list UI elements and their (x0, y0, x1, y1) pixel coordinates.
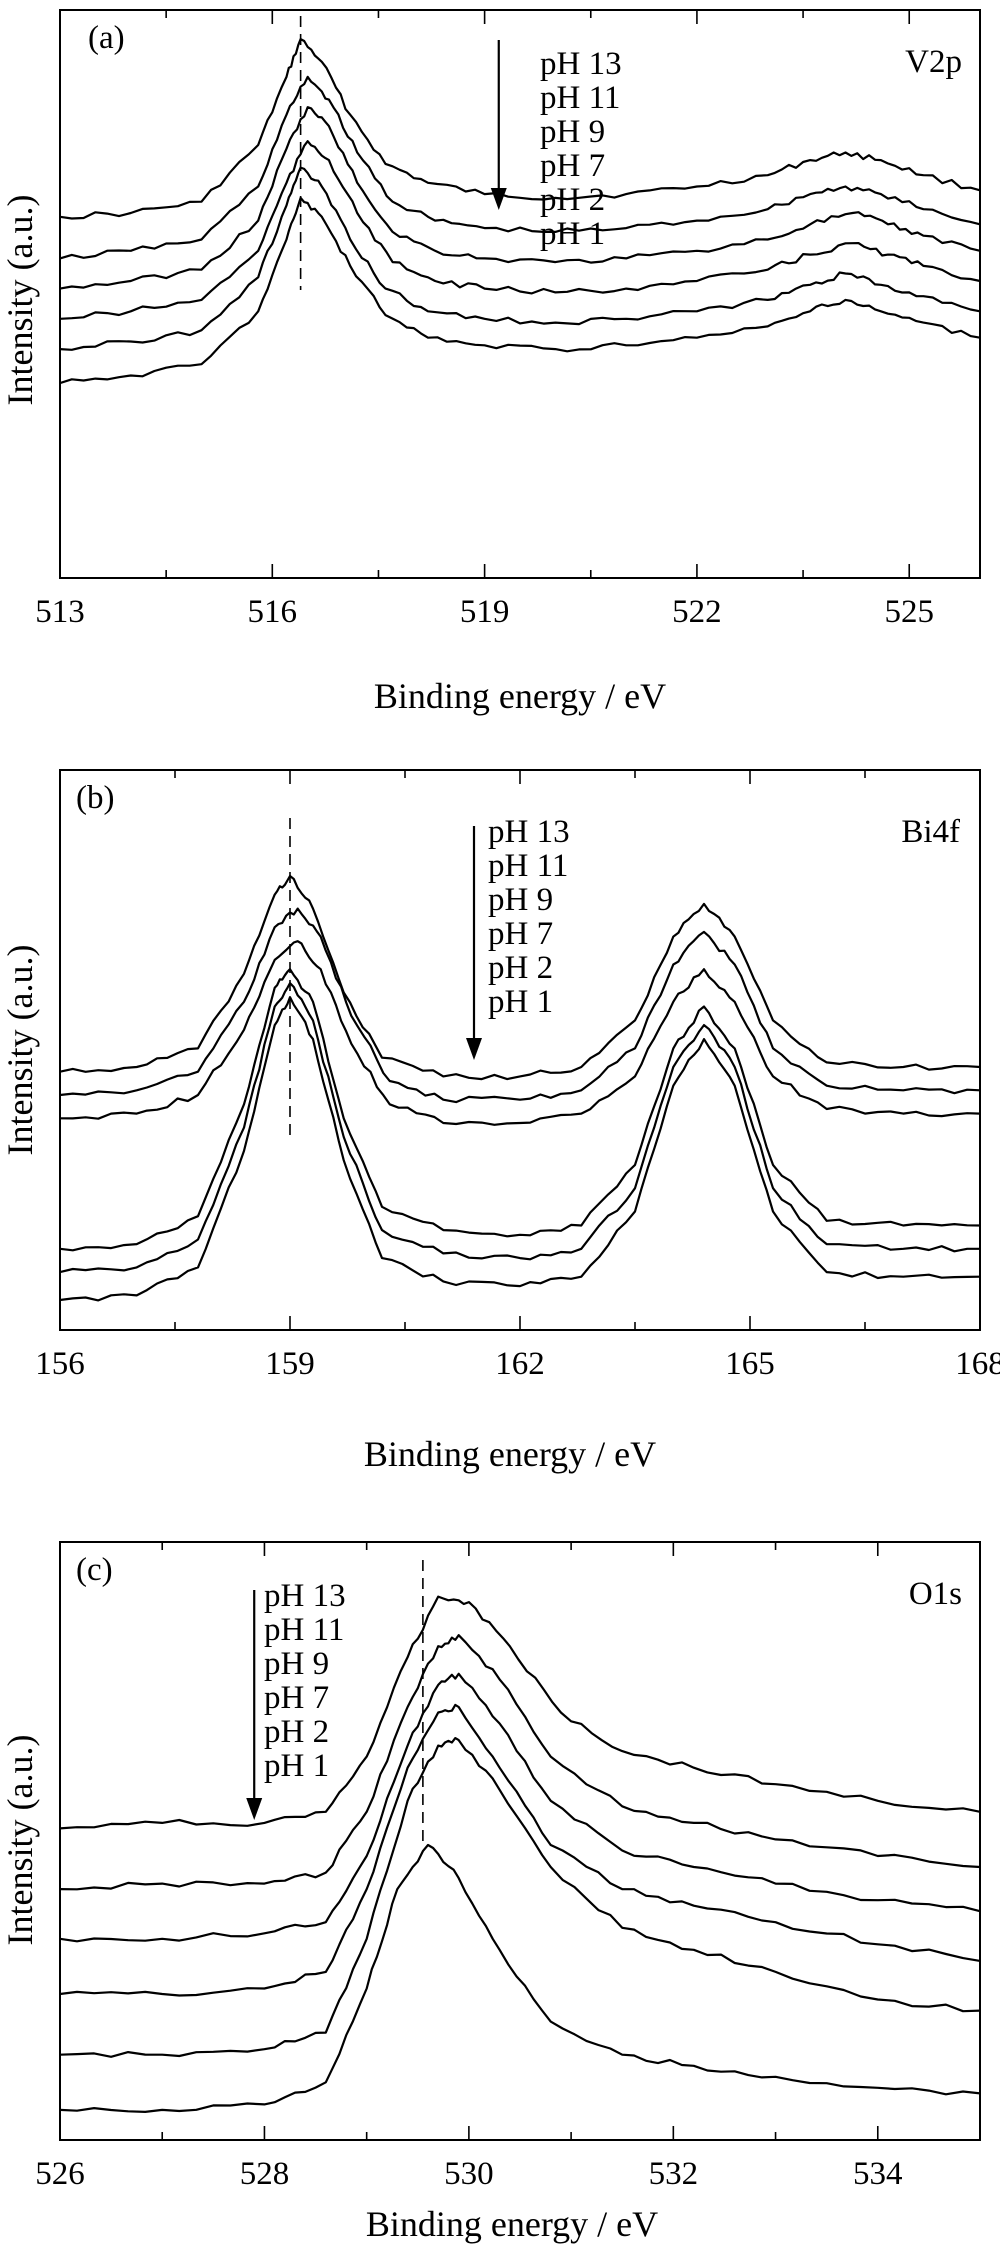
legend-entry: pH 13 (540, 46, 622, 82)
series-line-ph-11 (59, 75, 981, 260)
x-tick-label: 534 (853, 2156, 903, 2192)
x-tick-label: 532 (649, 2156, 699, 2192)
series-line-ph-9 (59, 940, 981, 1126)
x-tick-label: 168 (955, 1346, 1000, 1382)
series-line-ph-11 (59, 1634, 981, 1891)
panel-a-x-axis-label: Binding energy / eV (374, 676, 666, 716)
panel-c-traces (59, 1595, 981, 2113)
legend-entry: pH 2 (540, 182, 605, 218)
series-line-ph-1 (59, 996, 981, 1302)
panel-a-traces (59, 38, 981, 385)
series-line-ph-2 (59, 982, 980, 1274)
legend-entry: pH 2 (264, 1714, 329, 1750)
x-tick-label: 522 (672, 594, 722, 630)
x-tick-label: 525 (884, 594, 934, 630)
panel-b-ticks (59, 770, 981, 1330)
panel-a-arrowhead (490, 188, 507, 210)
x-tick-label: 526 (35, 2156, 85, 2192)
panel-c-tick-labels: 526 528 530 532 534 (35, 2156, 902, 2192)
series-line-ph-7 (59, 1703, 981, 1997)
x-tick-label: 516 (248, 594, 298, 630)
panel-b: pH 13 pH 11 pH 9 pH 7 pH 2 pH 1 (b) Bi4f… (0, 769, 1000, 1474)
legend-entry: pH 1 (540, 216, 605, 252)
panel-b-traces (59, 874, 981, 1302)
panel-b-tick-labels: 156 159 162 165 168 (35, 1346, 1000, 1382)
legend-entry: pH 9 (540, 114, 605, 150)
series-line-ph-7 (59, 140, 981, 320)
panel-a-y-axis-label: Intensity (a.u.) (0, 195, 40, 406)
x-tick-label: 156 (35, 1346, 85, 1382)
panel-b-y-axis-label: Intensity (a.u.) (0, 945, 40, 1156)
panel-c-element-label: O1s (909, 1576, 962, 1612)
panel-b-legend: pH 13 pH 11 pH 9 pH 7 pH 2 pH 1 (488, 814, 570, 1020)
series-line-ph-1 (59, 1843, 981, 2113)
legend-entry: pH 1 (488, 984, 553, 1020)
x-tick-label: 513 (35, 594, 85, 630)
x-tick-label: 159 (265, 1346, 315, 1382)
series-line-ph-2 (59, 166, 981, 351)
panel-a-element-label: V2p (905, 44, 962, 80)
legend-entry: pH 7 (488, 916, 553, 952)
panel-a-legend: pH 13 pH 11 pH 9 pH 7 pH 2 pH 1 (540, 46, 622, 252)
legend-entry: pH 13 (488, 814, 570, 850)
legend-entry: pH 9 (488, 882, 553, 918)
legend-entry: pH 2 (488, 950, 553, 986)
panel-b-element-label: Bi4f (901, 814, 960, 850)
legend-entry: pH 11 (264, 1612, 344, 1648)
panel-a-tick-labels: 513 516 519 522 525 (35, 594, 934, 630)
series-line-ph-1 (59, 196, 981, 385)
x-tick-label: 165 (725, 1346, 775, 1382)
series-line-ph-2 (59, 1737, 981, 2058)
x-tick-label: 528 (240, 2156, 290, 2192)
series-line-ph-13 (59, 874, 981, 1081)
x-tick-label: 530 (444, 2156, 494, 2192)
panel-c-ticks (59, 1542, 981, 2140)
series-line-ph-7 (59, 968, 981, 1252)
x-tick-label: 162 (495, 1346, 545, 1382)
series-line-ph-9 (59, 1672, 981, 1943)
legend-entry: pH 7 (540, 148, 605, 184)
series-line-ph-13 (59, 38, 981, 220)
panel-c-y-axis-label: Intensity (a.u.) (0, 1735, 40, 1946)
x-tick-label: 519 (460, 594, 510, 630)
legend-entry: pH 11 (488, 848, 568, 884)
panel-a-ticks (59, 10, 911, 578)
panel-b-label: (b) (76, 780, 114, 816)
panel-c-legend: pH 13 pH 11 pH 9 pH 7 pH 2 pH 1 (264, 1578, 346, 1784)
series-line-ph-13 (59, 1595, 981, 1830)
panel-c-arrowhead (246, 1798, 263, 1820)
legend-entry: pH 1 (264, 1748, 329, 1784)
legend-entry: pH 11 (540, 80, 620, 116)
legend-entry: pH 7 (264, 1680, 329, 1716)
panel-b-arrowhead (466, 1038, 482, 1060)
panel-c-x-axis-label: Binding energy / eV (366, 2204, 658, 2244)
panel-c: pH 13 pH 11 pH 9 pH 7 pH 2 pH 1 (c) O1s … (0, 1541, 981, 2244)
panel-a-label: (a) (88, 20, 125, 56)
panel-c-label: (c) (76, 1552, 113, 1588)
panel-a: pH 13 pH 11 pH 9 pH 7 pH 2 pH 1 (a) V2p … (0, 9, 981, 716)
legend-entry: pH 13 (264, 1578, 346, 1614)
panel-c-frame (59, 1541, 981, 2141)
series-line-ph-9 (59, 106, 981, 290)
panel-a-frame (59, 9, 981, 579)
series-line-ph-11 (59, 907, 981, 1104)
legend-entry: pH 9 (264, 1646, 329, 1682)
panel-b-x-axis-label: Binding energy / eV (364, 1434, 656, 1474)
